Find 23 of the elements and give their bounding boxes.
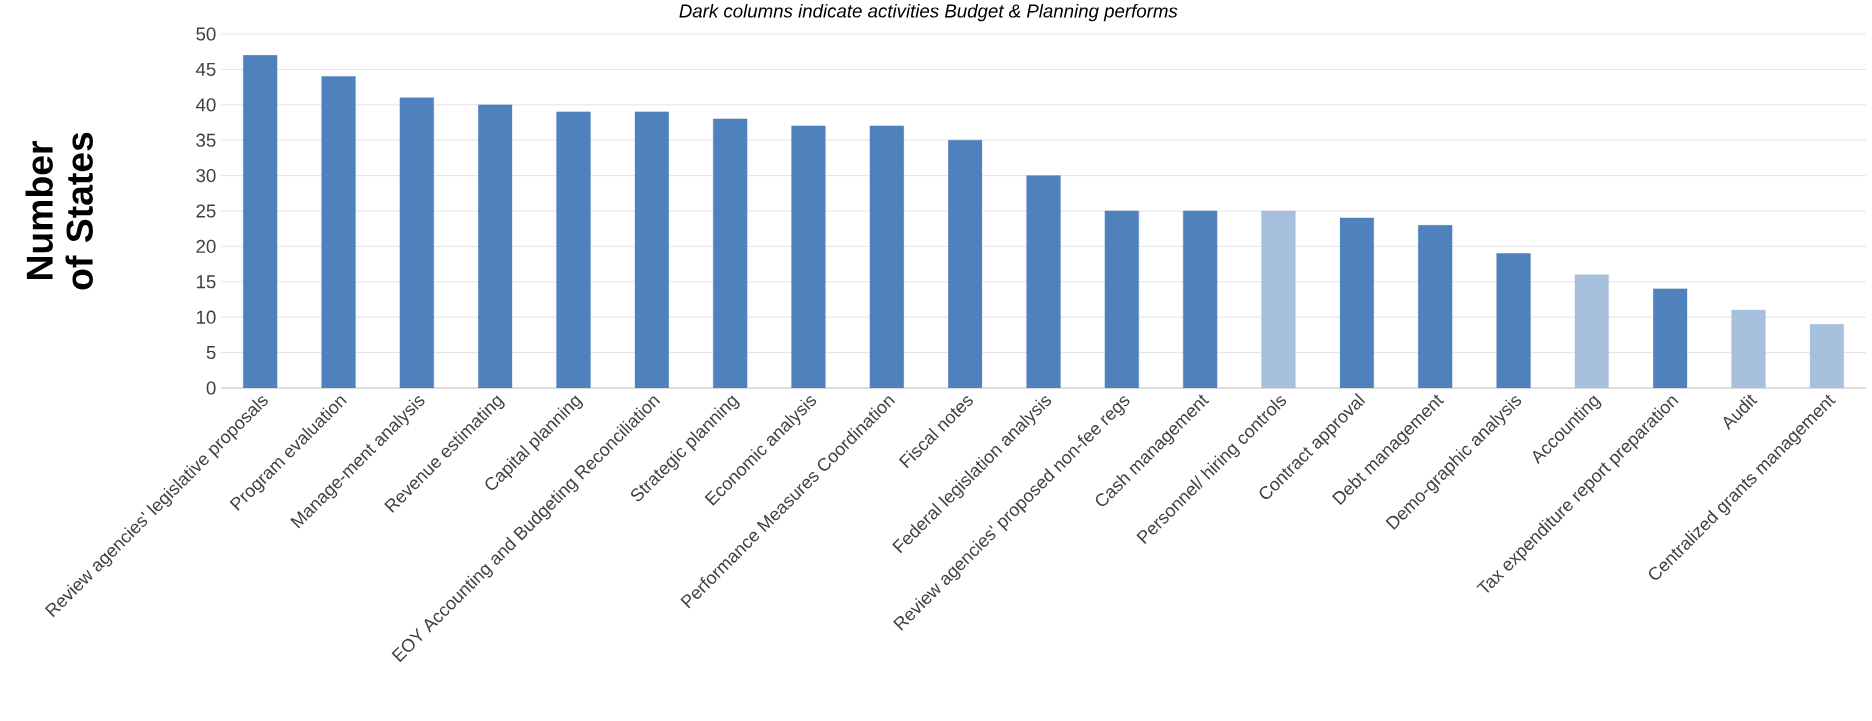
y-tick-label: 45 xyxy=(195,62,216,76)
bar xyxy=(478,104,513,388)
bar xyxy=(556,111,591,388)
bar xyxy=(634,111,669,388)
y-tick-label: 40 xyxy=(195,98,216,112)
y-tick-label: 35 xyxy=(196,133,216,147)
y-axis-title: Number of States xyxy=(25,132,93,290)
bar xyxy=(1653,288,1688,388)
y-tick-label: 25 xyxy=(196,204,216,218)
y-tick-label: 30 xyxy=(196,168,216,183)
y-tick-label: 10 xyxy=(196,310,216,324)
bar xyxy=(948,139,983,388)
chart-subtitle: Dark columns indicate activities Budget & Planning performs xyxy=(679,3,1178,22)
y-tick-label: 0 xyxy=(206,381,216,395)
y-tick-label: 50 xyxy=(196,27,216,41)
bar xyxy=(1809,324,1844,388)
y-tick-label: 20 xyxy=(196,239,216,254)
y-tick-label: 15 xyxy=(196,275,216,289)
bar xyxy=(713,118,748,388)
y-tick-label: 5 xyxy=(206,346,216,360)
bar xyxy=(1339,217,1374,388)
bar xyxy=(1496,253,1531,388)
bar xyxy=(1731,309,1766,388)
